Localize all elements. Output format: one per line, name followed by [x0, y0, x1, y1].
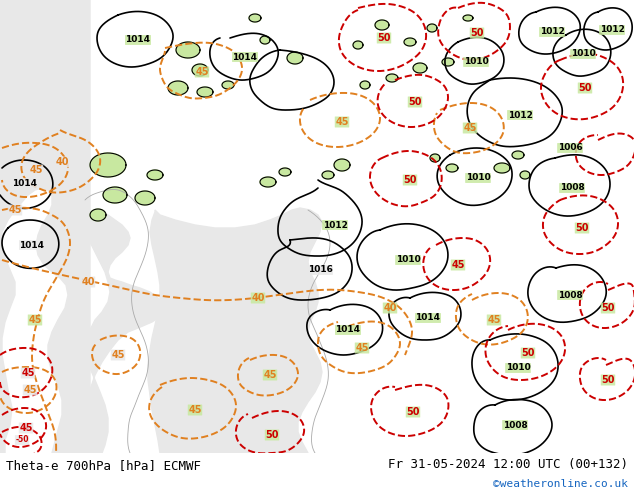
Polygon shape — [135, 191, 155, 205]
Text: 1014: 1014 — [20, 241, 44, 249]
Text: 50: 50 — [601, 303, 615, 313]
Text: 1014: 1014 — [335, 325, 361, 335]
Text: 45: 45 — [355, 343, 369, 353]
Polygon shape — [463, 15, 473, 21]
Polygon shape — [103, 187, 127, 203]
Polygon shape — [147, 170, 163, 180]
Text: 45: 45 — [23, 385, 37, 395]
Text: 45: 45 — [29, 315, 42, 325]
Text: 40: 40 — [81, 277, 94, 287]
Text: 45: 45 — [463, 123, 477, 133]
Polygon shape — [375, 20, 389, 30]
Polygon shape — [168, 81, 188, 95]
Text: 50: 50 — [403, 175, 417, 185]
Polygon shape — [404, 38, 416, 46]
Text: 40: 40 — [55, 157, 68, 167]
Text: ©weatheronline.co.uk: ©weatheronline.co.uk — [493, 479, 628, 490]
Text: 50: 50 — [265, 430, 279, 440]
Text: 1012: 1012 — [508, 111, 533, 120]
Text: 45: 45 — [22, 368, 35, 378]
Polygon shape — [279, 168, 291, 176]
Text: -50: -50 — [15, 436, 29, 444]
Text: 1008: 1008 — [558, 291, 583, 299]
Text: 1008: 1008 — [560, 183, 585, 193]
Polygon shape — [90, 153, 126, 177]
Text: 50: 50 — [575, 223, 589, 233]
Text: 1012: 1012 — [540, 27, 564, 36]
Polygon shape — [260, 177, 276, 187]
Polygon shape — [249, 14, 261, 22]
Text: 1010: 1010 — [463, 57, 488, 67]
Text: 50: 50 — [578, 83, 592, 93]
Text: 45: 45 — [195, 67, 209, 77]
Polygon shape — [322, 171, 334, 179]
Text: 1014: 1014 — [233, 52, 257, 62]
Text: 1010: 1010 — [396, 255, 420, 265]
Text: 50: 50 — [377, 33, 391, 43]
Text: 1008: 1008 — [503, 420, 527, 430]
Polygon shape — [192, 64, 208, 76]
Polygon shape — [222, 81, 234, 89]
Polygon shape — [88, 210, 162, 453]
Polygon shape — [197, 87, 213, 97]
Text: 1012: 1012 — [323, 220, 347, 229]
Polygon shape — [427, 24, 437, 32]
Text: 45: 45 — [451, 260, 465, 270]
Text: 45: 45 — [8, 205, 22, 215]
Text: 1014: 1014 — [13, 178, 37, 188]
Text: 50: 50 — [408, 97, 422, 107]
Text: 45: 45 — [263, 370, 277, 380]
Text: 50: 50 — [470, 28, 484, 38]
Polygon shape — [413, 63, 427, 73]
Text: 50: 50 — [521, 348, 534, 358]
Text: 1014: 1014 — [126, 35, 150, 45]
Text: 45: 45 — [29, 165, 42, 175]
Text: 1012: 1012 — [600, 25, 624, 34]
Text: 1016: 1016 — [307, 266, 332, 274]
Polygon shape — [0, 0, 90, 453]
Text: 50: 50 — [601, 375, 615, 385]
Text: 1010: 1010 — [571, 49, 595, 58]
Polygon shape — [360, 81, 370, 89]
Text: 40: 40 — [251, 293, 265, 303]
Polygon shape — [260, 36, 270, 44]
Text: 45: 45 — [111, 350, 125, 360]
Polygon shape — [334, 159, 350, 171]
Text: Theta-e 700hPa [hPa] ECMWF: Theta-e 700hPa [hPa] ECMWF — [6, 460, 202, 472]
Polygon shape — [148, 208, 322, 453]
Polygon shape — [287, 52, 303, 64]
Text: 50: 50 — [406, 407, 420, 417]
Polygon shape — [353, 41, 363, 49]
Text: 1010: 1010 — [465, 173, 490, 182]
Polygon shape — [442, 58, 454, 66]
Text: 1014: 1014 — [415, 314, 441, 322]
Polygon shape — [386, 74, 398, 82]
Polygon shape — [520, 171, 530, 179]
Polygon shape — [494, 163, 510, 173]
Text: 1006: 1006 — [558, 144, 583, 152]
Text: 45: 45 — [188, 405, 202, 415]
Text: 45: 45 — [488, 315, 501, 325]
Polygon shape — [90, 209, 106, 221]
Text: Fr 31-05-2024 12:00 UTC (00+132): Fr 31-05-2024 12:00 UTC (00+132) — [387, 458, 628, 470]
Text: 45: 45 — [335, 117, 349, 127]
Polygon shape — [512, 151, 524, 159]
Polygon shape — [430, 154, 440, 162]
Text: 1010: 1010 — [506, 364, 531, 372]
Text: 45: 45 — [19, 423, 33, 433]
Polygon shape — [446, 164, 458, 172]
Text: 40: 40 — [383, 303, 397, 313]
Polygon shape — [176, 42, 200, 58]
